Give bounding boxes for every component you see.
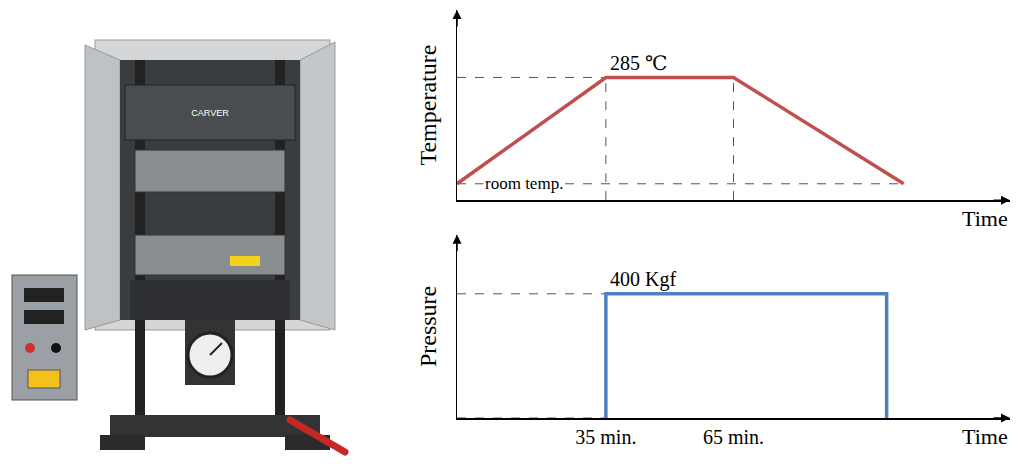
svg-text:Temperature: Temperature [415,45,441,166]
svg-text:Time: Time [962,206,1008,231]
svg-text:400 Kgf: 400 Kgf [610,268,676,291]
svg-text:Pressure: Pressure [415,286,441,367]
svg-text:285 ℃: 285 ℃ [610,52,667,74]
svg-text:Time: Time [962,424,1008,449]
svg-text:CARVER: CARVER [191,108,229,118]
svg-text:room temp.: room temp. [485,174,563,193]
svg-text:65 min.: 65 min. [703,426,764,448]
svg-text:35 min.: 35 min. [575,426,636,448]
